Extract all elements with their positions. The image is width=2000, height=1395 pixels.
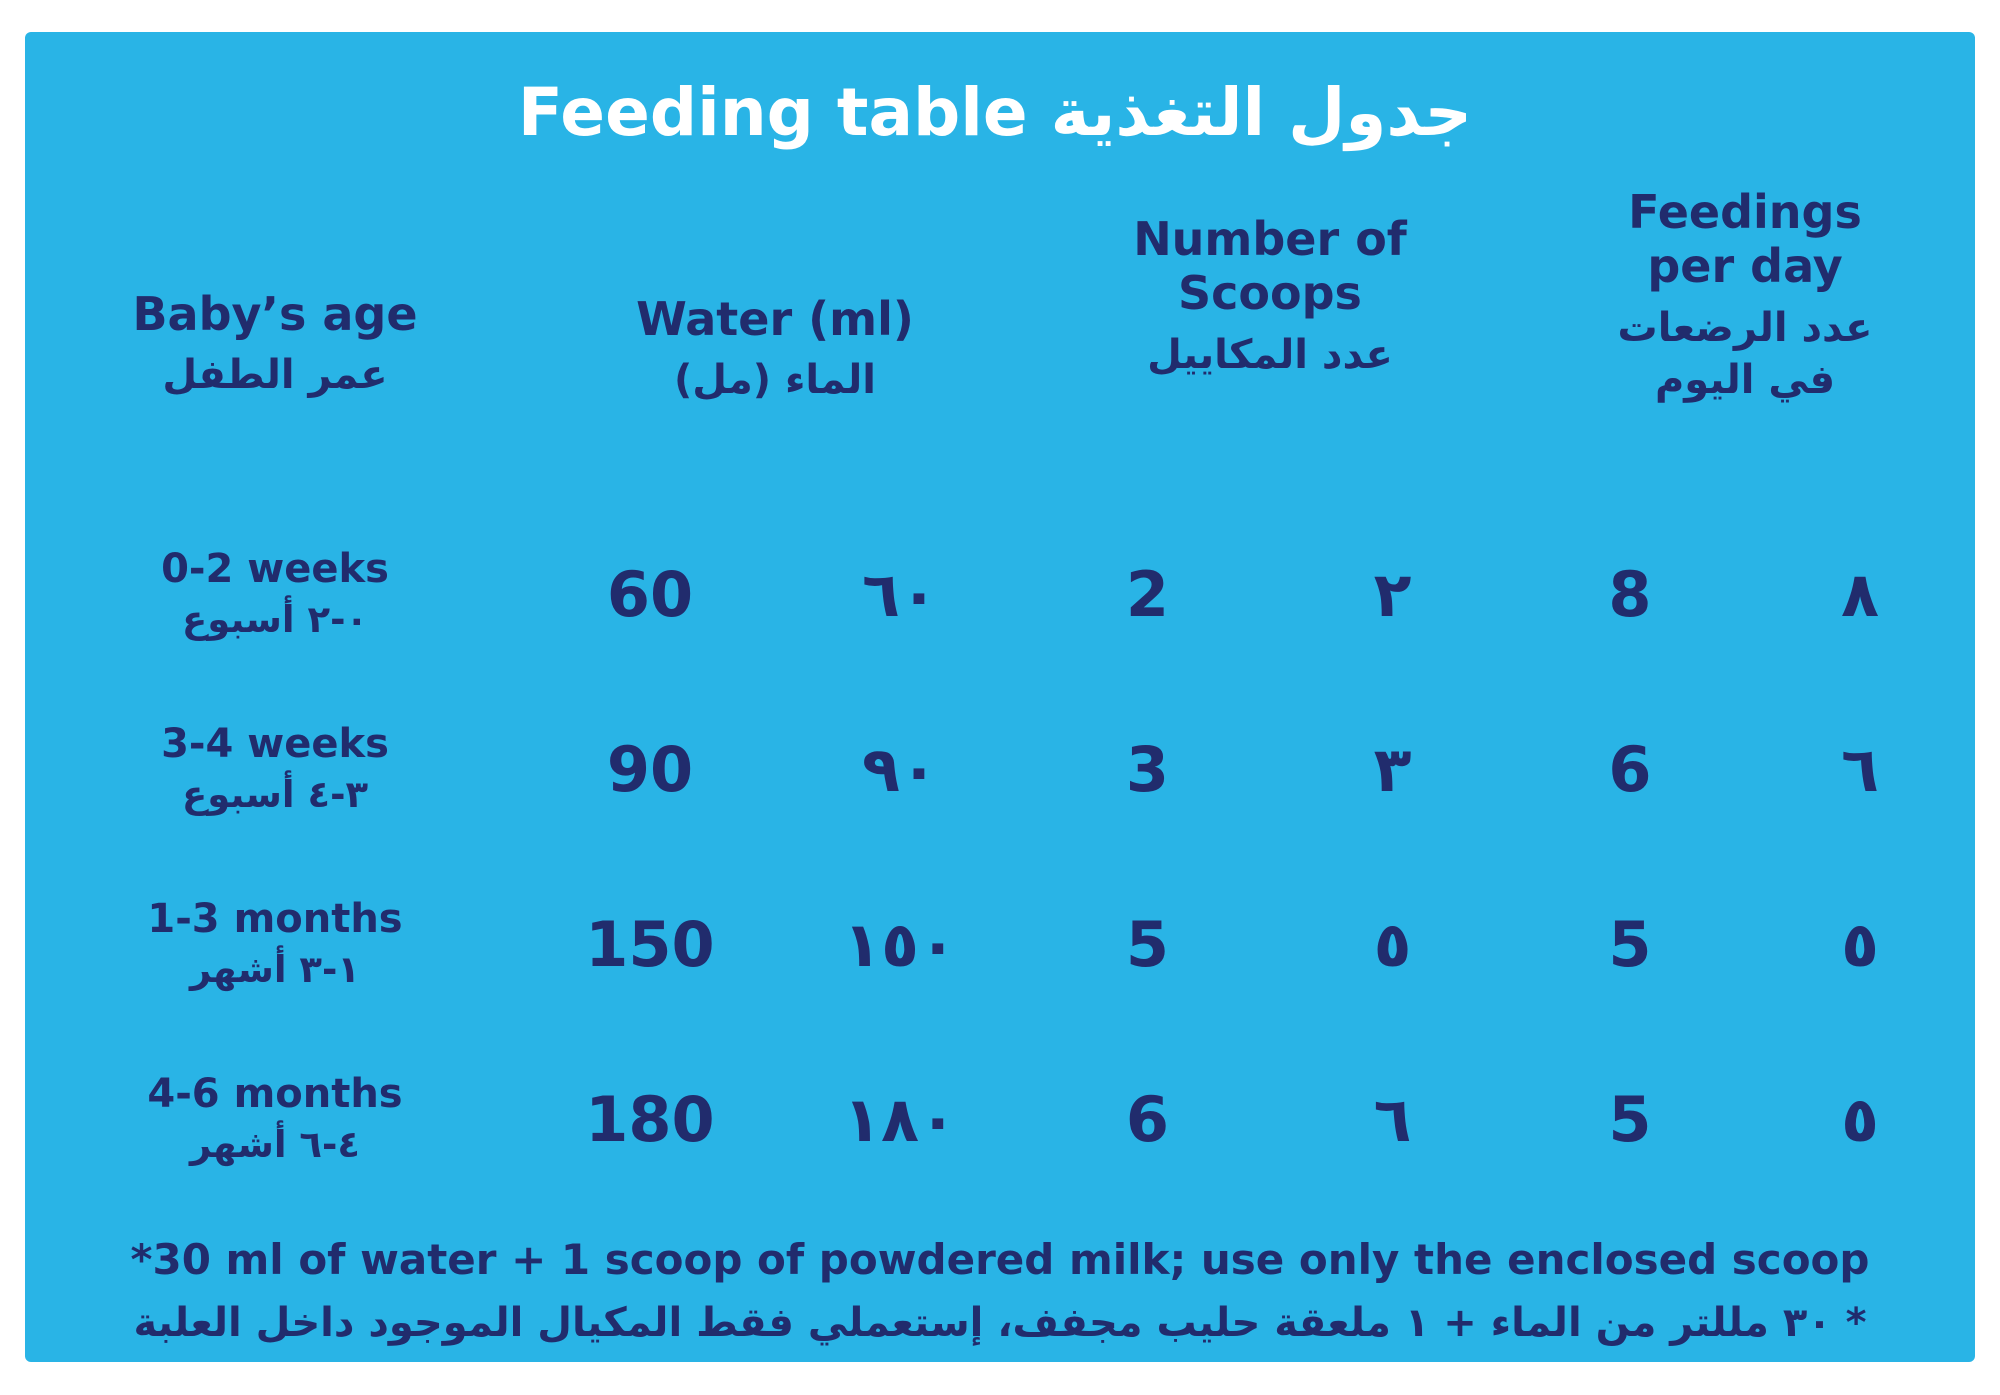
age-english: 4-6 months	[147, 1071, 403, 1118]
age-cell: 3-4 weeks ٣-٤ أسبوع	[25, 720, 525, 818]
age-arabic: ٣-٤ أسبوع	[181, 773, 369, 817]
age-cell: 0-2 weeks ٠-٢ أسبوع	[25, 545, 525, 643]
column-header-water: Water (ml) الماء (مل)	[525, 292, 1025, 406]
column-header-feedings-english: Feedings per day	[1628, 185, 1862, 294]
table-row-4-6-months: 4-6 months ٤-٦ أشهر 180 ١٨٠ 6 ٦ 5 ٥	[25, 1032, 1975, 1207]
scoops-value-western: 5	[1125, 908, 1170, 981]
title-english: Feeding table	[517, 74, 1028, 151]
age-cell: 4-6 months ٤-٦ أشهر	[25, 1070, 525, 1168]
water-value-western: 90	[606, 733, 694, 806]
table-row-0-2-weeks: 0-2 weeks ٠-٢ أسبوع 60 ٦٠ 2 ٢ 8 ٨	[25, 507, 1975, 682]
age-arabic: ١-٣ أشهر	[190, 948, 360, 992]
water-value-western: 60	[606, 558, 694, 631]
table-header: Baby’s age عمر الطفل Water (ml) الماء (م…	[25, 147, 1975, 406]
column-header-scoops-arabic: عدد المكاييل	[1147, 331, 1393, 378]
column-header-age: Baby’s age عمر الطفل	[25, 287, 525, 401]
scoops-value-western: 3	[1125, 733, 1170, 806]
water-value-western: 150	[585, 908, 715, 981]
column-header-water-english: Water (ml)	[636, 292, 914, 346]
feeding-table-card: Feeding table جدول التغذية Baby’s age عم…	[25, 32, 1975, 1362]
water-value-arabic: ٦٠	[862, 558, 938, 631]
table-row-3-4-weeks: 3-4 weeks ٣-٤ أسبوع 90 ٩٠ 3 ٣ 6 ٦	[25, 682, 1975, 857]
water-value-arabic: ١٥٠	[843, 908, 957, 981]
feedings-value-western: 6	[1608, 733, 1652, 806]
age-english: 0-2 weeks	[161, 546, 389, 593]
feedings-value-arabic: ٦	[1841, 733, 1879, 806]
column-header-water-arabic: الماء (مل)	[674, 357, 876, 404]
scoops-value-arabic: ٥	[1373, 908, 1412, 981]
feedings-value-arabic: ٥	[1841, 908, 1879, 981]
footnote-arabic: * ٣٠ مللتر من الماء + ١ ملعقة حليب مجفف،…	[133, 1300, 1867, 1346]
age-cell: 1-3 months ١-٣ أشهر	[25, 895, 525, 993]
water-value-arabic: ١٨٠	[843, 1083, 957, 1156]
feedings-value-arabic: ٥	[1841, 1083, 1879, 1156]
scoops-value-arabic: ٢	[1373, 558, 1412, 631]
title-arabic: جدول التغذية	[1050, 74, 1473, 151]
feedings-value-western: 5	[1608, 908, 1652, 981]
page-title: Feeding table جدول التغذية	[25, 74, 1975, 151]
feedings-value-western: 5	[1608, 1083, 1652, 1156]
age-english: 3-4 weeks	[161, 721, 389, 768]
scoops-value-arabic: ٣	[1373, 733, 1412, 806]
water-value-western: 180	[585, 1083, 715, 1156]
column-header-feedings-arabic: عدد الرضعات في اليوم	[1617, 304, 1873, 403]
table-body: 0-2 weeks ٠-٢ أسبوع 60 ٦٠ 2 ٢ 8 ٨ 3-4 we…	[25, 507, 1975, 1207]
column-header-scoops-english: Number of Scoops	[1133, 212, 1407, 321]
scoops-value-western: 2	[1125, 558, 1170, 631]
footnote-english: *30 ml of water + 1 scoop of powdered mi…	[130, 1235, 1870, 1284]
column-header-age-english: Baby’s age	[132, 287, 418, 341]
feedings-value-western: 8	[1608, 558, 1652, 631]
column-header-feedings: Feedings per day عدد الرضعات في اليوم	[1515, 185, 1975, 406]
footnote: *30 ml of water + 1 scoop of powdered mi…	[25, 1235, 1975, 1346]
feedings-value-arabic: ٨	[1841, 558, 1879, 631]
scoops-value-arabic: ٦	[1373, 1083, 1412, 1156]
age-arabic: ٠-٢ أسبوع	[181, 598, 369, 642]
water-value-arabic: ٩٠	[862, 733, 938, 806]
age-english: 1-3 months	[147, 896, 403, 943]
column-header-scoops: Number of Scoops عدد المكاييل	[1025, 212, 1515, 381]
age-arabic: ٤-٦ أشهر	[190, 1123, 360, 1167]
scoops-value-western: 6	[1125, 1083, 1170, 1156]
column-header-age-arabic: عمر الطفل	[162, 352, 388, 399]
table-row-1-3-months: 1-3 months ١-٣ أشهر 150 ١٥٠ 5 ٥ 5 ٥	[25, 857, 1975, 1032]
